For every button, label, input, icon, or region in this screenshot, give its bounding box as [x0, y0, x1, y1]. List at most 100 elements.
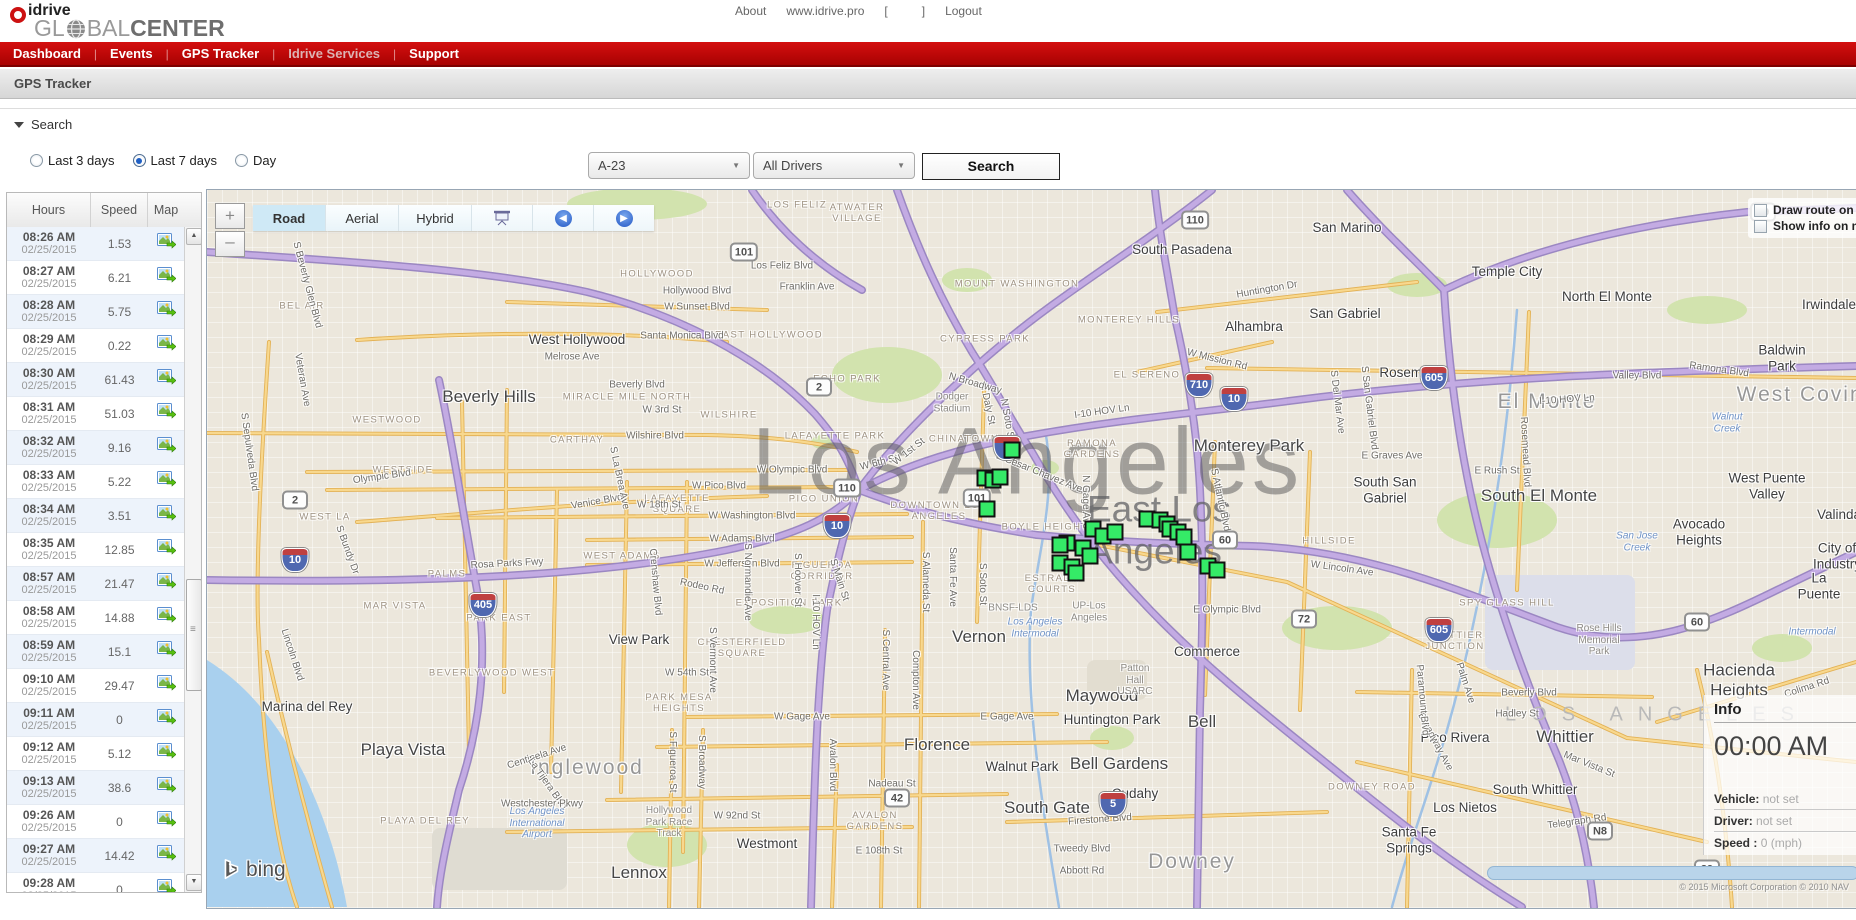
show-on-map-icon[interactable]: [156, 505, 176, 526]
show-on-map-icon[interactable]: [156, 233, 176, 254]
track-point-marker[interactable]: [1106, 523, 1124, 541]
zoom-in-button[interactable]: +: [215, 203, 245, 229]
table-row[interactable]: 08:28 AM 02/25/2015 5.75: [7, 295, 184, 329]
map-label: La Puente: [1797, 570, 1841, 601]
row-date: 02/25/2015: [21, 753, 77, 766]
map-label: Whittier: [1536, 727, 1594, 747]
cell-hours: 09:12 AM 02/25/2015: [7, 737, 91, 770]
pan-right-button[interactable]: ▶: [594, 205, 654, 231]
map-label: W Sunset Blvd: [664, 301, 730, 313]
table-scrollbar[interactable]: ▲ ▼: [184, 227, 201, 892]
show-on-map-icon[interactable]: [156, 607, 176, 628]
table-row[interactable]: 08:30 AM 02/25/2015 61.43: [7, 363, 184, 397]
track-point-marker[interactable]: [991, 468, 1009, 486]
show-on-map-icon[interactable]: [156, 267, 176, 288]
option-draw-route-on-map[interactable]: Draw route on map: [1754, 202, 1856, 218]
site-link[interactable]: www.idrive.pro: [786, 4, 865, 18]
vehicle-dropdown[interactable]: A-23 ▼: [588, 152, 750, 179]
table-row[interactable]: 08:26 AM 02/25/2015 1.53: [7, 227, 184, 261]
table-row[interactable]: 08:59 AM 02/25/2015 15.1: [7, 635, 184, 669]
table-row[interactable]: 09:12 AM 02/25/2015 5.12: [7, 737, 184, 771]
scroll-up-button[interactable]: ▲: [186, 228, 201, 245]
show-on-map-icon[interactable]: [156, 573, 176, 594]
radio-last-3-days[interactable]: Last 3 days: [30, 153, 115, 168]
table-row[interactable]: 09:13 AM 02/25/2015 38.6: [7, 771, 184, 805]
track-point-marker[interactable]: [1081, 547, 1099, 565]
table-row[interactable]: 08:34 AM 02/25/2015 3.51: [7, 499, 184, 533]
map-label: West Hollywood: [528, 332, 626, 348]
track-point-marker[interactable]: [1051, 536, 1069, 554]
tab-aerial[interactable]: Aerial: [326, 205, 399, 231]
table-row[interactable]: 09:26 AM 02/25/2015 0: [7, 805, 184, 839]
table-row[interactable]: 09:11 AM 02/25/2015 0: [7, 703, 184, 737]
table-row[interactable]: 08:32 AM 02/25/2015 9.16: [7, 431, 184, 465]
track-point-marker[interactable]: [1067, 564, 1085, 582]
track-point-marker[interactable]: [1003, 441, 1021, 459]
search-button[interactable]: Search: [922, 153, 1060, 180]
logout-link[interactable]: Logout: [945, 4, 982, 18]
track-point-marker[interactable]: [1208, 561, 1226, 579]
show-on-map-icon[interactable]: [156, 743, 176, 764]
show-on-map-icon[interactable]: [156, 879, 176, 892]
show-on-map-icon[interactable]: [156, 811, 176, 832]
streetside-button[interactable]: [472, 205, 533, 231]
track-point-marker[interactable]: [1179, 543, 1197, 561]
driver-dropdown[interactable]: All Drivers ▼: [753, 152, 915, 179]
map-label: Avocado Heights: [1672, 516, 1726, 547]
tab-road[interactable]: Road: [253, 205, 326, 231]
bing-map[interactable]: Los Angeles East Los Angeles LOS ANGELES El …: [206, 189, 1856, 909]
cell-hours: 08:34 AM 02/25/2015: [7, 499, 91, 532]
nav-item-gps-tracker[interactable]: GPS Tracker: [181, 46, 260, 61]
pan-left-button[interactable]: ◀: [533, 205, 594, 231]
radio-last-7-days[interactable]: Last 7 days: [132, 153, 217, 168]
scrollbar-thumb[interactable]: [186, 579, 201, 691]
show-on-map-icon[interactable]: [156, 369, 176, 390]
map-horizontal-scrollbar[interactable]: [1487, 866, 1856, 880]
nav-item-idrive-services[interactable]: Idrive Services: [288, 46, 381, 61]
show-on-map-icon[interactable]: [156, 301, 176, 322]
table-row[interactable]: 09:27 AM 02/25/2015 14.42: [7, 839, 184, 873]
show-on-map-icon[interactable]: [156, 437, 176, 458]
zoom-out-button[interactable]: –: [215, 231, 245, 257]
map-label: Valley Blvd: [1612, 370, 1662, 382]
show-on-map-icon[interactable]: [156, 471, 176, 492]
track-point-marker[interactable]: [978, 500, 996, 518]
table-row[interactable]: 08:29 AM 02/25/2015 0.22: [7, 329, 184, 363]
nav-item-events[interactable]: Events: [110, 46, 153, 61]
show-on-map-icon[interactable]: [156, 777, 176, 798]
map-label: Walnut Park: [985, 759, 1059, 775]
show-on-map-icon[interactable]: [156, 641, 176, 662]
show-on-map-icon[interactable]: [156, 539, 176, 560]
table-row[interactable]: 08:35 AM 02/25/2015 12.85: [7, 533, 184, 567]
show-on-map-icon[interactable]: [156, 709, 176, 730]
nav-item-dashboard[interactable]: Dashboard: [13, 46, 81, 61]
table-row[interactable]: 09:10 AM 02/25/2015 29.47: [7, 669, 184, 703]
info-panel: Info 00:00 AM 03/ Vehicle: not setDriver…: [1703, 695, 1856, 855]
cell-map: [148, 567, 184, 600]
bing-logo[interactable]: bing: [219, 858, 286, 882]
show-on-map-icon[interactable]: [156, 403, 176, 424]
table-row[interactable]: 08:57 AM 02/25/2015 21.47: [7, 567, 184, 601]
option-show-info-on-map[interactable]: Show info on map: [1754, 218, 1856, 234]
table-row[interactable]: 08:33 AM 02/25/2015 5.22: [7, 465, 184, 499]
map-zoom-control: + –: [215, 203, 245, 257]
route-shield-60: 60: [1212, 530, 1238, 550]
map-label: S Soto St: [976, 562, 988, 606]
table-row[interactable]: 08:31 AM 02/25/2015 51.03: [7, 397, 184, 431]
map-label: MOUNT WASHINGTON: [954, 278, 1080, 290]
scroll-down-button[interactable]: ▼: [186, 874, 201, 891]
show-on-map-icon[interactable]: [156, 335, 176, 356]
table-row[interactable]: 08:58 AM 02/25/2015 14.88: [7, 601, 184, 635]
search-collapse-toggle[interactable]: Search: [14, 117, 72, 132]
table-row[interactable]: 08:27 AM 02/25/2015 6.21: [7, 261, 184, 295]
radio-day[interactable]: Day: [235, 153, 276, 168]
about-link[interactable]: About: [735, 4, 767, 18]
map-label: Compton Ave: [909, 650, 921, 710]
show-on-map-icon[interactable]: [156, 675, 176, 696]
nav-item-support[interactable]: Support: [409, 46, 459, 61]
tab-hybrid[interactable]: Hybrid: [399, 205, 472, 231]
show-on-map-icon[interactable]: [156, 845, 176, 866]
bing-b-icon: [224, 859, 239, 880]
map-label: West Puente Valley: [1728, 470, 1806, 501]
